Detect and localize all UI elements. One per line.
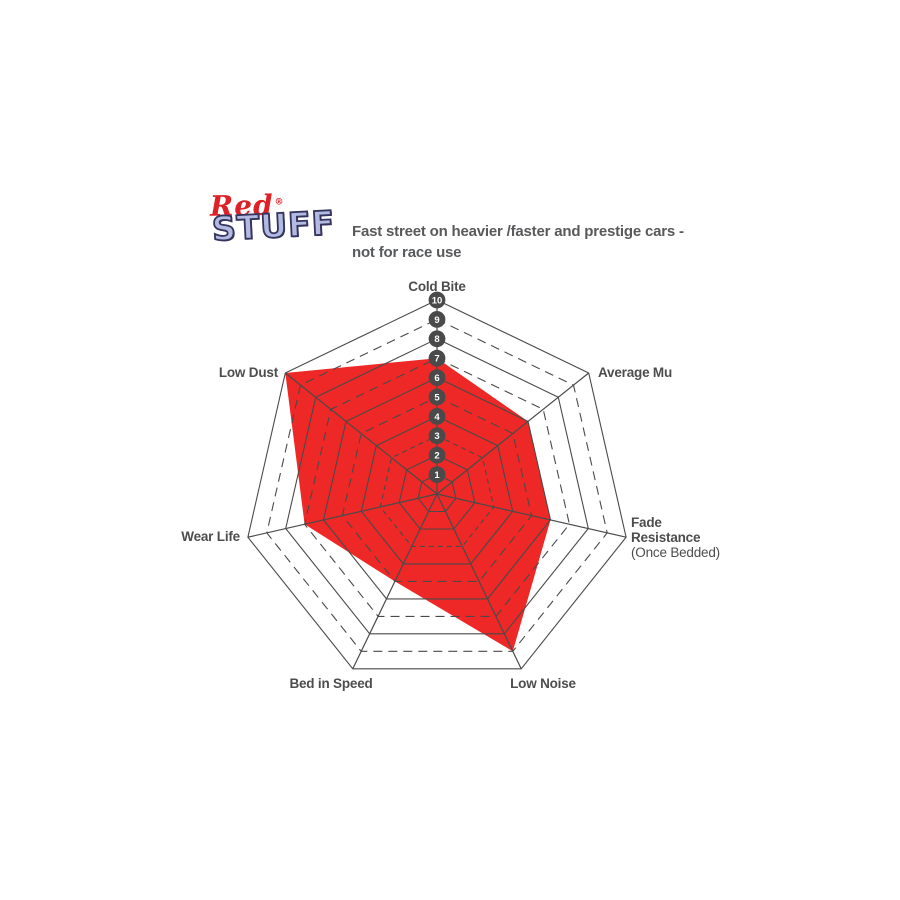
grid-ring-3 <box>379 435 495 547</box>
product-description: Fast street on heavier /faster and prest… <box>352 221 684 263</box>
axis-label-4: Bed in Speed <box>289 676 372 691</box>
grid-ring-2 <box>398 454 476 530</box>
scale-badge-label-2: 2 <box>434 451 439 462</box>
scale-badge-1 <box>428 466 446 483</box>
axis-sublabel-2: (Once Bedded) <box>631 545 720 560</box>
scale-badge-4 <box>428 408 446 425</box>
grid-ring-8 <box>285 338 589 635</box>
scale-badge-2 <box>428 446 446 464</box>
scale-badge-label-9: 9 <box>434 315 439 326</box>
axis-label-2: Fade <box>631 515 662 530</box>
scale-badge-10 <box>428 291 446 309</box>
scale-badge-6 <box>428 369 446 386</box>
scale-badge-9 <box>428 311 446 328</box>
scale-badge-label-1: 1 <box>434 470 440 481</box>
grid-ring-9 <box>266 318 608 652</box>
axis-label-0: Cold Bite <box>408 279 466 294</box>
axis-spoke-6 <box>284 372 438 495</box>
scale-badge-7 <box>428 349 446 367</box>
scale-badge-label-4: 4 <box>434 412 440 423</box>
scale-badge-8 <box>428 330 446 348</box>
grid-ring-4 <box>360 415 514 565</box>
scale-badge-label-6: 6 <box>434 373 439 384</box>
scale-badge-label-10: 10 <box>432 295 443 306</box>
grid-ring-1 <box>417 473 457 513</box>
series-polygon <box>285 358 551 652</box>
scale-badge-label-3: 3 <box>434 431 439 442</box>
axis-label-3: Low Noise <box>510 676 576 691</box>
axis-spoke-5 <box>247 493 438 538</box>
axis-spoke-3 <box>436 493 522 670</box>
scale-badge-5 <box>428 388 446 406</box>
grid-ring-7 <box>304 357 570 617</box>
description-line-1: Fast street on heavier /faster and prest… <box>352 223 684 240</box>
axis-label-2: Resistance <box>631 530 701 545</box>
axis-label-6: Low Dust <box>219 365 279 380</box>
scale-badge-label-8: 8 <box>434 334 439 345</box>
axis-spoke-1 <box>436 372 590 495</box>
axis-spoke-4 <box>352 493 438 670</box>
scale-badge-label-7: 7 <box>434 354 439 365</box>
grid-ring-10 <box>247 299 627 670</box>
scale-badge-label-5: 5 <box>434 392 440 403</box>
description-line-2: not for race use <box>352 244 462 261</box>
grid-ring-5 <box>341 396 533 582</box>
grid-ring-6 <box>322 376 552 600</box>
axis-label-1: Average Mu <box>598 365 672 380</box>
scale-badge-3 <box>428 427 446 445</box>
axis-spoke-2 <box>436 493 627 538</box>
axis-label-5: Wear Life <box>181 529 240 544</box>
